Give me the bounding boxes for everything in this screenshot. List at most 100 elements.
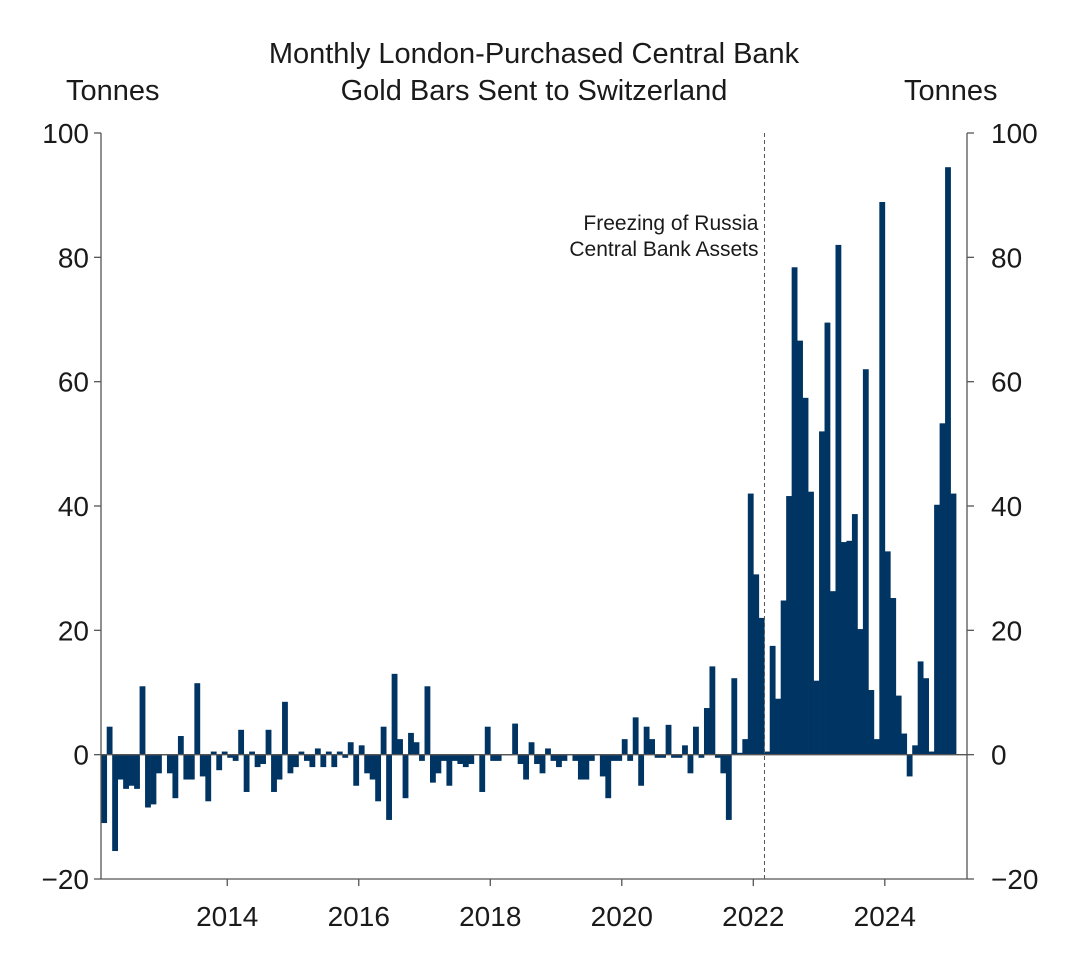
bar [638,754,645,786]
bar [484,726,491,755]
bar [150,754,157,805]
bars-layer [101,167,957,852]
bar [780,600,787,755]
bar [851,514,858,755]
bar [523,754,529,780]
bar [156,754,162,774]
bar [358,745,365,755]
bar [731,678,738,755]
bar [177,736,184,755]
bar [605,754,612,799]
bar [112,754,119,852]
bar [435,754,442,774]
x-tick-label: 2014 [196,901,258,932]
x-tick-label: 2020 [591,901,653,932]
y-tick-label-left: 0 [73,740,89,771]
bar [199,754,206,777]
bar [824,322,831,755]
x-tick-label: 2018 [459,901,521,932]
y-tick-label-right: 0 [991,740,1007,771]
y-tick-label-right: 60 [991,367,1022,398]
bar [101,754,108,824]
bar [588,754,595,761]
bar [408,732,414,755]
bar [945,167,951,755]
bar [336,751,343,755]
bar [808,491,814,755]
bar [797,340,803,755]
y-tick-label-left: 40 [58,491,89,522]
bar [660,754,666,758]
bar [884,551,891,755]
bar [457,754,464,764]
bar [862,369,869,755]
bar [775,698,782,755]
bar [430,754,436,783]
bar [495,754,502,761]
bar [216,754,223,771]
bar [901,733,908,755]
bar [736,752,743,755]
bar [835,244,842,755]
bar [309,754,316,768]
bar [873,739,880,755]
bar [528,742,535,755]
bar [254,754,261,768]
bar [786,496,792,755]
bar [227,754,234,758]
bar [271,754,277,792]
bar [693,726,699,755]
bar [166,754,173,774]
bar [846,540,853,755]
bar [342,754,349,758]
bar [249,751,255,755]
bar [512,723,519,755]
y-tick-label-right: 20 [991,615,1022,646]
chart-title-line-2: Gold Bars Sent to Switzerland [340,75,728,107]
bar [802,397,809,755]
bar [687,754,694,774]
bar [906,754,913,777]
bar [671,754,677,758]
bar [868,690,875,755]
bar [791,267,798,755]
bar [380,726,387,755]
bar [709,666,716,755]
bar [747,493,754,755]
bar [610,754,617,761]
y-tick-label-left: 60 [58,367,89,398]
bar [397,739,403,755]
bar [490,754,497,761]
bar [912,745,919,755]
bar [468,754,475,764]
bar [577,754,584,780]
bar [298,751,305,755]
bar [282,701,288,755]
bar [419,754,425,761]
bar [106,726,113,755]
bar [117,754,124,780]
bar [440,754,447,761]
bar [479,754,486,792]
bar [424,686,431,755]
bar [879,202,886,755]
annotation-label-line-2: Central Bank Assets [569,238,758,261]
bar [128,754,135,786]
bar [139,686,146,755]
bar [314,748,321,755]
bar [725,754,732,820]
bar [654,754,661,758]
bar [276,754,283,780]
y-tick-label-right: −20 [991,864,1039,895]
bar [172,754,179,799]
bar [353,754,360,786]
bar [451,754,458,761]
bar [369,754,376,780]
y-tick-label-left: −20 [42,864,90,895]
y-axis-label-right: Tonnes [904,75,998,107]
bar [402,754,409,799]
bar [325,751,332,755]
x-tick-label: 2022 [722,901,784,932]
bar [210,751,217,755]
